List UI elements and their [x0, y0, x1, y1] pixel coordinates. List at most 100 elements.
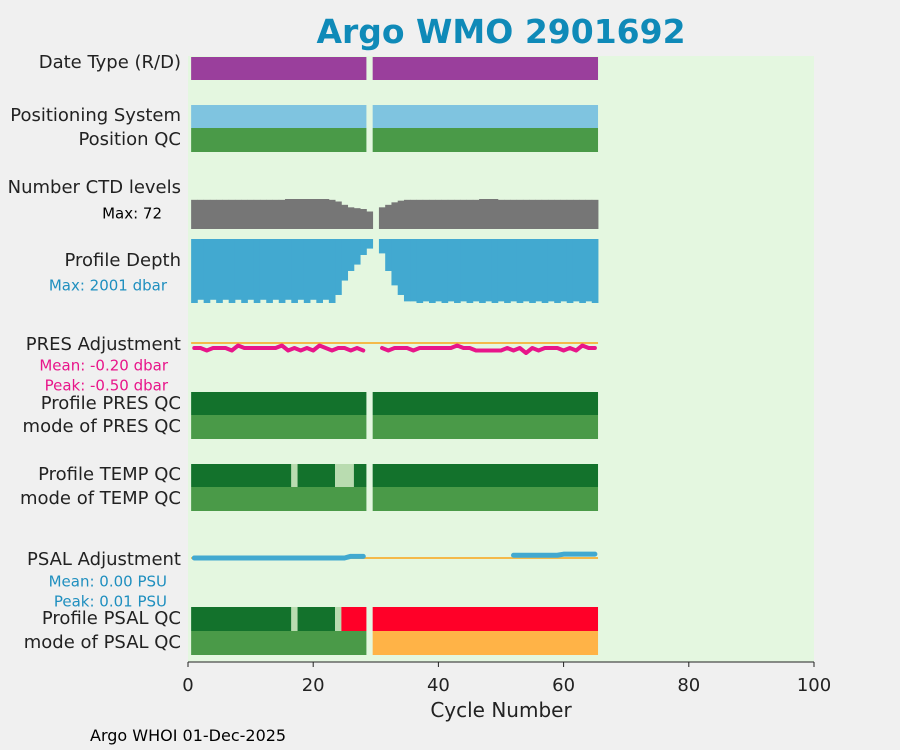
depth-bar-56 [535, 239, 543, 302]
psal-mean-label: Mean: 0.00 PSU [49, 573, 167, 591]
depth-bar-50 [497, 239, 505, 302]
depth-bar-59 [554, 239, 561, 303]
depth-bar-15 [278, 239, 286, 303]
pres-peak-label: Peak: -0.50 dbar [45, 377, 169, 395]
row-label-5: Profile TEMP QC [38, 464, 181, 485]
status-segment-1-1 [372, 105, 599, 128]
ctd-bar-59 [554, 199, 561, 229]
depth-bar-4 [209, 239, 217, 300]
depth-bar-18 [297, 239, 305, 300]
x-tick-label-40: 40 [427, 675, 450, 696]
pres-adjustment-series-1 [380, 343, 597, 355]
depth-bar-6 [222, 239, 230, 300]
status-segment-5-4 [353, 464, 367, 487]
depth-bar-14 [272, 239, 280, 300]
ctd-bar-6 [222, 199, 230, 229]
ctd-bar-46 [472, 199, 480, 229]
ctd-bar-4 [209, 199, 217, 229]
x-tick-label-0: 0 [182, 675, 193, 696]
ctd-bar-37 [416, 199, 424, 229]
ctd-bar-8 [234, 199, 242, 229]
ctd-bar-56 [535, 199, 543, 229]
psal-adjustment-label: PSAL Adjustment [27, 549, 181, 570]
depth-bar-19 [303, 239, 311, 303]
ctd-bar-63 [579, 199, 586, 229]
depth-bar-54 [522, 239, 530, 302]
depth-bar-21 [316, 239, 323, 303]
ctd-bar-22 [322, 199, 330, 229]
depth-bar-41 [441, 239, 449, 303]
ctd-max-label: Max: 72 [102, 205, 162, 223]
ctd-bar-53 [516, 199, 524, 229]
depth-bar-38 [422, 239, 430, 302]
status-segment-7-0 [191, 607, 292, 631]
ctd-bar-1 [191, 199, 198, 229]
ctd-bar-35 [403, 199, 411, 229]
depth-bar-63 [579, 239, 586, 303]
ctd-bar-7 [228, 199, 236, 229]
status-segment-8-0 [191, 631, 367, 655]
x-tick-label-100: 100 [797, 675, 831, 696]
ctd-bar-50 [497, 199, 505, 229]
depth-bar-44 [460, 239, 467, 302]
depth-bar-11 [253, 239, 261, 303]
status-segment-1-0 [191, 105, 367, 128]
status-segment-2-0 [191, 128, 367, 152]
ctd-bar-17 [291, 199, 298, 229]
depth-bar-42 [447, 239, 455, 302]
ctd-bar-3 [203, 199, 211, 229]
depth-bar-26 [347, 239, 355, 271]
depth-bar-35 [403, 239, 411, 302]
ctd-bar-62 [572, 199, 580, 229]
depth-bar-43 [454, 239, 461, 303]
depth-bar-29 [366, 239, 374, 249]
depth-bar-8 [234, 239, 242, 300]
pres-mean-label: Mean: -0.20 dbar [39, 357, 169, 375]
ctd-bar-40 [435, 199, 442, 229]
depth-bar-55 [529, 239, 536, 303]
ctd-bar-24 [335, 201, 342, 229]
ctd-bar-51 [504, 199, 511, 229]
ctd-levels-label: Number CTD levels [8, 177, 181, 198]
ctd-bar-10 [247, 199, 255, 229]
ctd-bar-61 [566, 199, 574, 229]
ctd-bar-9 [241, 199, 248, 229]
ctd-bar-58 [547, 199, 555, 229]
depth-bar-28 [360, 239, 367, 255]
ctd-bar-18 [297, 199, 305, 229]
ctd-bar-65 [591, 199, 599, 229]
status-segment-7-5 [372, 607, 599, 631]
ctd-bar-43 [454, 199, 461, 229]
row-label-6: mode of TEMP QC [20, 488, 181, 509]
row-label-2: Position QC [78, 129, 181, 150]
depth-bar-31 [378, 239, 386, 254]
depth-bar-13 [266, 239, 273, 303]
depth-bar-27 [353, 239, 361, 265]
x-axis-label: Cycle Number [430, 698, 572, 722]
status-segment-5-3 [335, 464, 354, 487]
status-segment-5-1 [291, 464, 298, 487]
x-tick-label-60: 60 [552, 675, 575, 696]
ctd-bar-31 [378, 207, 386, 229]
ctd-bar-33 [391, 202, 399, 229]
x-tick-label-20: 20 [302, 675, 325, 696]
depth-bar-58 [547, 239, 555, 302]
depth-bar-12 [259, 239, 267, 300]
row-label-7: Profile PSAL QC [42, 608, 181, 629]
row-label-0: Date Type (R/D) [39, 52, 181, 73]
status-segment-6-1 [372, 487, 599, 511]
ctd-bar-26 [347, 207, 355, 229]
ctd-bar-19 [303, 199, 311, 229]
status-segment-5-2 [297, 464, 336, 487]
status-segment-5-5 [372, 464, 599, 487]
depth-bar-3 [203, 239, 211, 303]
status-segment-8-1 [372, 631, 599, 655]
depth-max-label: Max: 2001 dbar [49, 277, 168, 295]
psal-peak-label: Peak: 0.01 PSU [54, 593, 167, 611]
depth-bar-49 [491, 239, 499, 303]
ctd-bar-16 [285, 199, 292, 229]
depth-bar-64 [585, 239, 593, 302]
depth-bar-53 [516, 239, 524, 303]
ctd-bar-45 [466, 199, 474, 229]
ctd-bar-39 [429, 199, 436, 229]
